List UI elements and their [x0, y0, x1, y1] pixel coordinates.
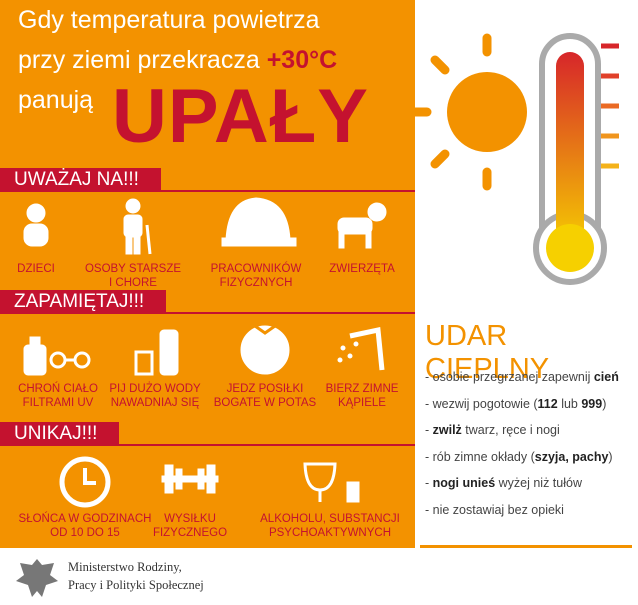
- item-caption: ZWIERZĘTA: [292, 262, 432, 276]
- caption-line: BIERZ ZIMNE: [325, 383, 399, 395]
- item-text: lub: [557, 396, 582, 411]
- elderly-icon: [123, 198, 152, 255]
- item-caption: BIERZ ZIMNE KĄPIELE: [292, 382, 432, 410]
- caption-line: BOGATE W POTAS: [213, 397, 317, 409]
- caption-line: PSYCHOAKTYWNYCH: [268, 527, 392, 539]
- caption-line: PRACOWNIKÓW: [210, 263, 302, 275]
- caption-line: FIZYCZNYCH: [219, 277, 293, 289]
- section-title: UWAŻAJ NA!!!: [0, 168, 161, 192]
- tomato-icon: [240, 324, 290, 375]
- header-line: panują: [18, 86, 94, 114]
- item-caption: WYSIŁKU FIZYCZNEGO: [120, 512, 260, 540]
- item-text: - rób zimne okłady (: [425, 449, 535, 464]
- heatstroke-title: UDAR CIEPLNY: [425, 320, 550, 385]
- item-text: ): [602, 396, 607, 411]
- heatstroke-item: - nie zostawiaj bez opieki: [425, 503, 564, 517]
- item-caption: SŁOŃCA W GODZINACH OD 10 DO 15: [15, 512, 155, 540]
- heatstroke-item: - osobie przegrzanej zapewnij cień: [425, 370, 619, 384]
- baby-icon: [23, 203, 49, 247]
- section-bar: ZAPAMIĘTAJ!!!: [0, 290, 415, 314]
- item-caption: OSOBY STARSZE I CHORE: [63, 262, 203, 290]
- caption-line: NAWADNIAJ SIĘ: [110, 397, 200, 409]
- caption-line: DZIECI: [17, 263, 55, 275]
- sunscreen-icon: [23, 336, 91, 376]
- caption-line: KĄPIELE: [338, 397, 386, 409]
- caption-line: ZWIERZĘTA: [329, 263, 395, 275]
- clock-icon: [59, 456, 111, 508]
- heatstroke-item: - zwilż twarz, ręce i nogi: [425, 423, 560, 437]
- item-text: - wezwij pogotowie (: [425, 396, 538, 411]
- heatstroke-item: - rób zimne okłady (szyja, pachy): [425, 450, 613, 464]
- alcohol-icon: [303, 462, 360, 503]
- caption-line: WYSIŁKU: [164, 513, 216, 525]
- caption-line: SŁOŃCA W GODZINACH: [18, 513, 152, 525]
- item-text: twarz, ręce i nogi: [461, 423, 560, 437]
- section-bar: UNIKAJ!!!: [0, 422, 415, 446]
- caption-line: JEDZ POSIŁKI: [226, 383, 304, 395]
- shower-icon: [337, 326, 385, 371]
- caption-line: FIZYCZNEGO: [152, 527, 228, 539]
- item-text: szyja, pachy: [534, 449, 609, 464]
- item-text: zwilż: [432, 423, 462, 437]
- caption-line: ALKOHOLU, SUBSTANCJI: [260, 513, 400, 525]
- item-text: 112: [537, 396, 558, 411]
- dumbbell-icon: [161, 464, 219, 494]
- caption-line: FILTRAMI UV: [22, 397, 94, 409]
- sun-thermometer: [415, 33, 619, 285]
- dog-icon: [337, 202, 387, 249]
- item-text: nogi unieś: [432, 476, 496, 490]
- item-text: wyżej niż tułów: [495, 476, 582, 490]
- orange-panel: Gdy temperatura powietrza przy ziemi prz…: [0, 0, 415, 548]
- item-text: -: [425, 476, 433, 490]
- section-title: UNIKAJ!!!: [0, 422, 120, 446]
- eagle-emblem: [16, 559, 58, 597]
- header-line: Gdy temperatura powietrza: [18, 6, 320, 34]
- item-text: 999: [581, 396, 603, 411]
- item-caption: CHROŃ CIAŁO FILTRAMI UV: [0, 382, 128, 410]
- water-icon: [134, 329, 179, 376]
- item-text: - osobie przegrzanej zapewnij: [425, 370, 594, 384]
- caption-line: I CHORE: [109, 277, 157, 289]
- section-bar: UWAŻAJ NA!!!: [0, 168, 415, 192]
- caption-line: PIJ DUŻO WODY: [109, 383, 201, 395]
- caption-line: OSOBY STARSZE: [84, 263, 182, 275]
- item-caption: PRACOWNIKÓW FIZYCZNYCH: [186, 262, 326, 290]
- item-caption: JEDZ POSIŁKI BOGATE W POTAS: [195, 382, 335, 410]
- ministry-name: Pracy i Polityki Społecznej: [68, 578, 204, 592]
- caption-line: CHROŃ CIAŁO: [18, 383, 98, 395]
- helmet-icon: [221, 197, 297, 247]
- headline: UPAŁY: [112, 74, 369, 159]
- header-line: przy ziemi przekracza +30°C: [18, 46, 337, 75]
- divider: [420, 545, 632, 548]
- section-title: ZAPAMIĘTAJ!!!: [0, 290, 167, 314]
- item-caption: ALKOHOLU, SUBSTANCJI PSYCHOAKTYWNYCH: [260, 512, 400, 540]
- temperature: +30°C: [266, 46, 338, 74]
- item-text: -: [425, 423, 433, 437]
- heatstroke-item: - wezwij pogotowie (112 lub 999): [425, 397, 606, 411]
- heatstroke-item: - nogi unieś wyżej niż tułów: [425, 476, 582, 490]
- item-caption: PIJ DUŻO WODY NAWADNIAJ SIĘ: [85, 382, 225, 410]
- item-text: ): [608, 449, 613, 464]
- ministry-name: Ministerstwo Rodziny,: [68, 560, 182, 574]
- item-text: - nie zostawiaj bez opieki: [425, 502, 564, 517]
- header-text: przy ziemi przekracza: [18, 46, 260, 74]
- caption-line: OD 10 DO 15: [50, 527, 120, 539]
- item-caption: DZIECI: [0, 262, 106, 276]
- icons: [23, 197, 387, 508]
- item-text: cień: [593, 370, 619, 384]
